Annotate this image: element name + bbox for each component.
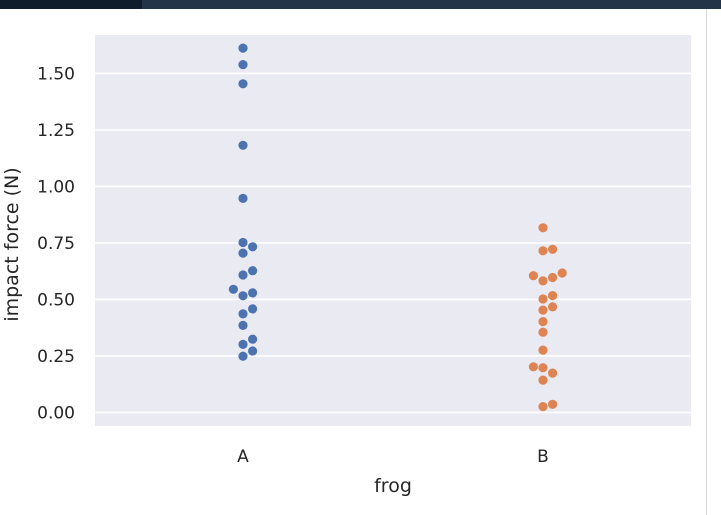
data-point-a [248, 346, 258, 356]
data-point-b [538, 402, 548, 412]
data-point-a [238, 237, 248, 248]
x-axis-label: frog [374, 475, 412, 497]
data-point-b [548, 244, 558, 254]
data-point-a [248, 242, 258, 252]
data-point-b [548, 368, 558, 378]
scrollbar-gutter [706, 9, 721, 515]
data-point-b [548, 399, 558, 409]
data-point-b [538, 294, 548, 304]
data-point-a [248, 266, 258, 276]
y-tick-label: 0.75 [37, 234, 75, 254]
data-point-b [528, 362, 539, 372]
data-point-a [238, 351, 248, 361]
y-tick-labels: 0.00 0.25 0.50 0.75 1.00 1.25 1.50 [37, 64, 75, 423]
data-point-a [238, 79, 248, 89]
data-point-b [538, 305, 548, 315]
data-point-a [238, 339, 248, 349]
plot-area [95, 35, 691, 426]
data-point-a [238, 140, 248, 150]
data-point-a [228, 284, 238, 294]
data-point-b [538, 327, 548, 337]
data-point-a [248, 304, 258, 314]
data-point-b [538, 375, 548, 385]
y-tick-label: 0.50 [37, 290, 75, 310]
data-point-b [538, 317, 548, 327]
data-point-a [238, 270, 248, 280]
data-point-a [238, 193, 248, 203]
data-point-b [548, 302, 558, 312]
y-axis-label: impact force (N) [1, 167, 23, 321]
y-tick-label: 0.25 [37, 347, 75, 367]
data-point-a [248, 288, 258, 298]
data-point-b [548, 272, 558, 283]
data-point-b [538, 345, 548, 355]
y-tick-label: 1.25 [37, 121, 75, 141]
data-point-a [238, 291, 248, 301]
x-tick-label: B [537, 447, 549, 467]
window-top-bar-left-segment [0, 0, 142, 9]
grid-lines [95, 72, 691, 414]
data-point-b [548, 291, 558, 301]
y-tick-label: 1.50 [37, 64, 75, 84]
data-point-a [238, 320, 248, 330]
data-point-a [238, 309, 248, 319]
window-top-bar [0, 0, 721, 9]
data-points [228, 43, 567, 412]
data-point-b [538, 246, 548, 256]
data-point-a [248, 334, 258, 344]
data-point-b [538, 363, 548, 373]
data-point-a [238, 248, 248, 258]
y-tick-label: 1.00 [37, 177, 75, 197]
y-tick-label: 0.00 [37, 403, 75, 423]
data-point-b [538, 223, 548, 233]
x-tick-label: A [237, 447, 249, 467]
data-point-a [238, 43, 248, 53]
data-point-b [538, 276, 548, 286]
data-point-b [528, 271, 539, 281]
data-point-b [557, 268, 567, 278]
data-point-a [238, 60, 248, 70]
